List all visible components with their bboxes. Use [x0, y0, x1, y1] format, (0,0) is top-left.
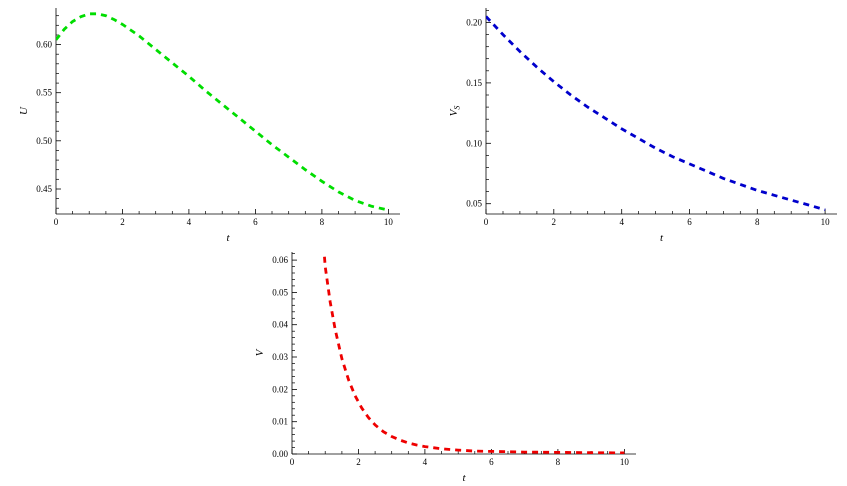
svg-text:0.20: 0.20 [466, 18, 482, 28]
svg-text:U: U [18, 106, 30, 115]
svg-text:4: 4 [187, 217, 192, 227]
plot-vs-blue-dashed: 0 2 4 6 8 10 0.05 0.10 0.15 0.20 t VS [446, 2, 845, 244]
svg-text:0: 0 [290, 457, 295, 467]
svg-text:10: 10 [384, 217, 394, 227]
svg-text:0.02: 0.02 [272, 384, 288, 394]
svg-text:0.50: 0.50 [36, 136, 52, 146]
svg-text:2: 2 [552, 217, 557, 227]
svg-text:6: 6 [687, 217, 692, 227]
svg-text:0.55: 0.55 [36, 88, 52, 98]
svg-text:8: 8 [755, 217, 760, 227]
svg-text:0.04: 0.04 [272, 320, 288, 330]
svg-text:2: 2 [356, 457, 361, 467]
svg-text:t: t [660, 232, 664, 244]
svg-text:6: 6 [489, 457, 494, 467]
svg-text:6: 6 [253, 217, 258, 227]
svg-text:0.01: 0.01 [272, 417, 288, 427]
svg-text:VS: VS [448, 106, 462, 117]
svg-text:0: 0 [54, 217, 59, 227]
svg-text:0.15: 0.15 [466, 78, 482, 88]
plot-u-green-dashed: 0 2 4 6 8 10 0.45 0.50 0.55 0.60 t U [16, 2, 408, 244]
svg-text:0.06: 0.06 [272, 255, 288, 265]
svg-text:8: 8 [556, 457, 561, 467]
plot-v-red-dashed: 0 2 4 6 8 10 0.00 0.01 0.02 0.03 0.04 0.05 0.06 t V [252, 246, 644, 484]
svg-text:0: 0 [484, 217, 489, 227]
svg-text:0.05: 0.05 [272, 287, 288, 297]
svg-text:0.10: 0.10 [466, 138, 482, 148]
svg-text:4: 4 [619, 217, 624, 227]
svg-text:0.60: 0.60 [36, 40, 52, 50]
svg-text:t: t [462, 472, 466, 484]
svg-text:t: t [226, 232, 230, 244]
svg-text:0.05: 0.05 [466, 199, 482, 209]
svg-text:2: 2 [120, 217, 125, 227]
svg-text:0.03: 0.03 [272, 352, 288, 362]
svg-text:0.00: 0.00 [272, 449, 288, 459]
svg-text:10: 10 [620, 457, 630, 467]
svg-text:V: V [254, 348, 266, 356]
svg-text:10: 10 [821, 217, 831, 227]
svg-text:0.45: 0.45 [36, 184, 52, 194]
svg-text:4: 4 [423, 457, 428, 467]
svg-text:8: 8 [320, 217, 325, 227]
